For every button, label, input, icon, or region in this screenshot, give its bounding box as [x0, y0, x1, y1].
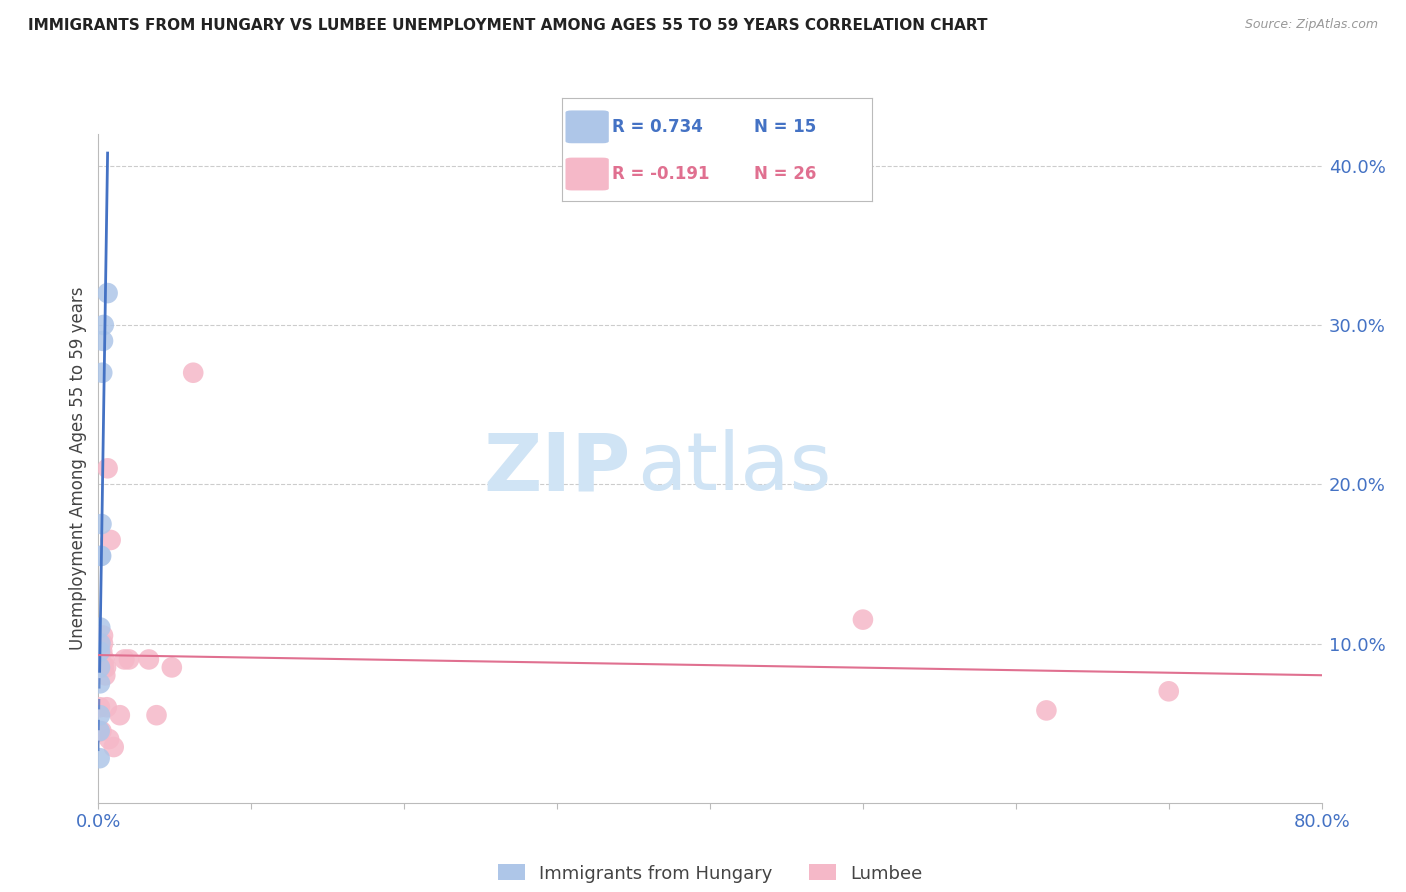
- Point: [89, 700, 111, 714]
- Point: [103, 740, 125, 755]
- Point: [181, 366, 204, 380]
- Point: [89, 644, 111, 658]
- Point: [90, 724, 112, 739]
- Text: atlas: atlas: [637, 429, 831, 508]
- Point: [91, 644, 114, 658]
- Point: [93, 660, 115, 674]
- Point: [89, 708, 111, 723]
- Point: [90, 517, 112, 532]
- Point: [89, 636, 111, 650]
- FancyBboxPatch shape: [565, 111, 609, 144]
- Y-axis label: Unemployment Among Ages 55 to 59 years: Unemployment Among Ages 55 to 59 years: [69, 286, 87, 650]
- Point: [89, 724, 111, 739]
- Point: [90, 636, 112, 650]
- Point: [93, 652, 115, 666]
- Text: Source: ZipAtlas.com: Source: ZipAtlas.com: [1244, 18, 1378, 31]
- Point: [145, 708, 167, 723]
- Point: [94, 668, 117, 682]
- Point: [160, 660, 183, 674]
- Point: [852, 613, 875, 627]
- Point: [90, 549, 112, 563]
- Point: [96, 700, 118, 714]
- Point: [91, 636, 114, 650]
- Text: R = -0.191: R = -0.191: [612, 165, 710, 183]
- Point: [89, 676, 111, 690]
- Point: [91, 334, 114, 348]
- Text: N = 15: N = 15: [754, 118, 817, 136]
- Text: IMMIGRANTS FROM HUNGARY VS LUMBEE UNEMPLOYMENT AMONG AGES 55 TO 59 YEARS CORRELA: IMMIGRANTS FROM HUNGARY VS LUMBEE UNEMPL…: [28, 18, 987, 33]
- Point: [112, 652, 135, 666]
- Point: [98, 732, 121, 747]
- Point: [1157, 684, 1180, 698]
- Point: [108, 708, 131, 723]
- Point: [91, 628, 114, 642]
- Text: N = 26: N = 26: [754, 165, 817, 183]
- Text: R = 0.734: R = 0.734: [612, 118, 703, 136]
- Point: [1035, 703, 1057, 717]
- Point: [138, 652, 160, 666]
- Point: [97, 286, 120, 301]
- Point: [89, 724, 111, 739]
- Point: [89, 751, 111, 765]
- Point: [94, 660, 117, 674]
- Point: [93, 318, 115, 332]
- Legend: Immigrants from Hungary, Lumbee: Immigrants from Hungary, Lumbee: [491, 857, 929, 889]
- Point: [91, 366, 114, 380]
- Text: ZIP: ZIP: [484, 429, 630, 508]
- Point: [100, 533, 122, 547]
- Point: [89, 660, 111, 674]
- Point: [90, 549, 112, 563]
- FancyBboxPatch shape: [565, 158, 609, 190]
- Point: [89, 621, 111, 635]
- Point: [118, 652, 141, 666]
- Point: [97, 461, 120, 475]
